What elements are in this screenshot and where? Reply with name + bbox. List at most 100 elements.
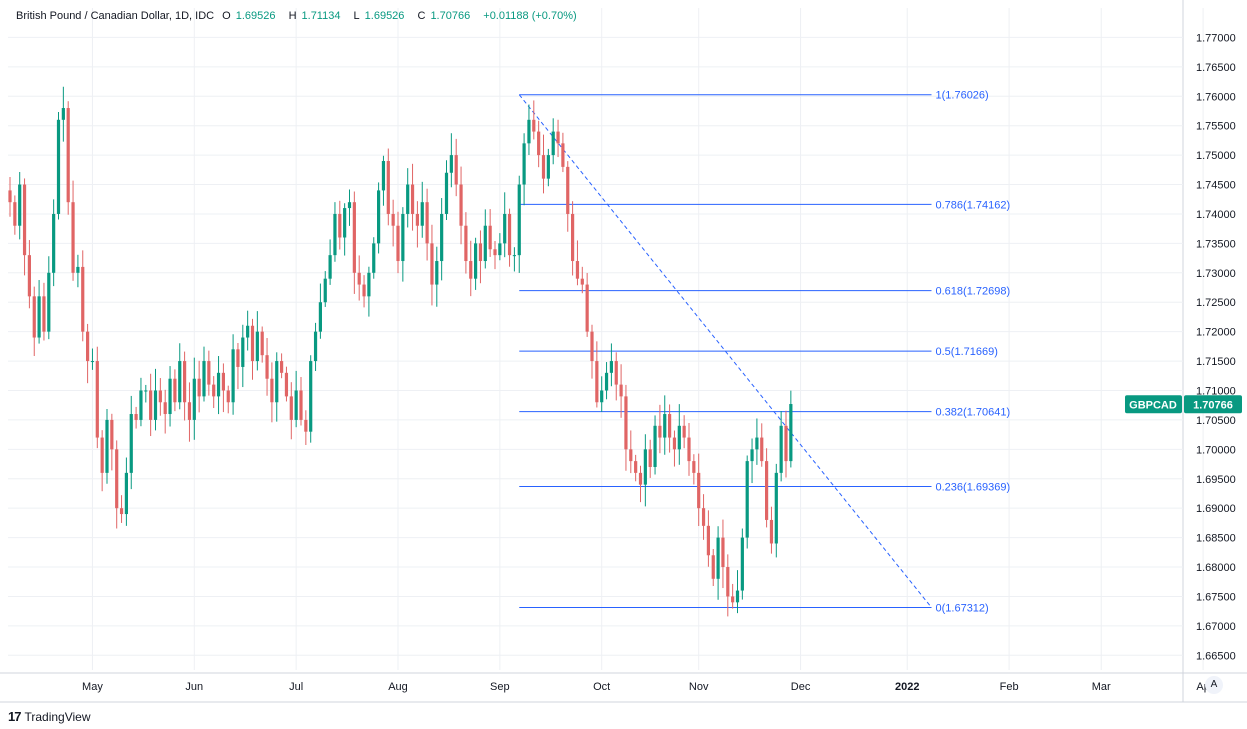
candle (551, 118, 555, 165)
candle-body (498, 243, 502, 256)
candle-body (76, 266, 80, 273)
time-axis[interactable]: May Jun Jul Aug Sep Oct Nov Dec 2022 Feb Mar Ap (82, 681, 1210, 693)
candle-body (216, 372, 221, 397)
candle (493, 241, 497, 270)
candle-body (8, 190, 12, 203)
candle (624, 384, 628, 471)
candle-body (42, 296, 46, 332)
candle (731, 583, 735, 609)
candle (333, 202, 337, 262)
candle-body (367, 272, 371, 297)
candle-body (604, 372, 609, 391)
candle (721, 519, 725, 589)
candle (701, 494, 706, 540)
price-tick-label: 1.70000 (1196, 444, 1236, 456)
candle-body (323, 278, 327, 303)
candle-body (760, 437, 764, 462)
candle (139, 377, 143, 427)
candle (318, 283, 322, 339)
candle-body (270, 378, 274, 403)
candle-body (580, 278, 584, 285)
candle-body (701, 508, 706, 526)
candle (469, 240, 473, 297)
time-tick-label: Mar (1092, 681, 1111, 693)
fibonacci-retracement[interactable]: 1(1.76026) 0.786(1.74162) 0.618(1.72698) 0.… (518, 90, 1011, 615)
tradingview-branding[interactable]: 17 TradingView (8, 709, 91, 724)
candle (71, 180, 75, 281)
candle (183, 351, 187, 421)
candle (697, 453, 701, 527)
price-tags: GBPCAD 1.70766 (1125, 395, 1242, 414)
price-axis[interactable]: 1.77000 1.76500 1.76000 1.75500 1.75000 1.745… (1196, 32, 1236, 662)
fib-trend-line[interactable] (518, 94, 932, 608)
candle-body (357, 272, 361, 285)
candle (13, 195, 17, 235)
candle (677, 404, 681, 465)
candle (391, 199, 395, 247)
candle-body (149, 390, 153, 420)
candle (401, 207, 405, 282)
price-tick-label: 1.72000 (1196, 327, 1236, 339)
price-tick-label: 1.77000 (1196, 32, 1236, 44)
candle-body (178, 361, 182, 403)
symbol-legend: British Pound / Canadian Dollar, 1D, IDC… (16, 10, 582, 22)
candle-body (677, 425, 681, 450)
time-tick-label: 2022 (895, 681, 919, 693)
time-tick-label: Jul (289, 681, 303, 693)
candle-body (37, 296, 41, 338)
candle (275, 352, 279, 422)
candle (377, 182, 381, 254)
candle-body (600, 390, 604, 403)
candle (323, 271, 327, 307)
candle (561, 132, 565, 173)
time-tick-label: Oct (593, 681, 610, 693)
candle (745, 455, 749, 549)
candle (119, 495, 124, 523)
candle-body (294, 390, 298, 420)
candle (687, 423, 691, 476)
fib-level-label: 1(1.76026) (936, 90, 989, 102)
candle-body (478, 243, 483, 262)
candle (420, 181, 424, 238)
candle (604, 362, 609, 400)
time-tick-label: Sep (490, 681, 510, 693)
low-value: 1.69526 (364, 10, 405, 22)
candle (425, 188, 429, 261)
candle (658, 404, 662, 454)
candle (440, 198, 444, 281)
candle-body (139, 390, 143, 420)
candle (566, 161, 570, 232)
candle (740, 528, 744, 600)
candle (367, 266, 371, 317)
candle (47, 256, 51, 340)
candle-body (372, 243, 376, 273)
candle (270, 362, 274, 423)
candle-body (105, 419, 109, 473)
candle-body (265, 355, 269, 379)
candle (706, 510, 710, 567)
candle (352, 191, 356, 294)
candle-body (280, 361, 284, 373)
candle (735, 570, 740, 614)
candle-body (614, 361, 618, 385)
auto-scale-button[interactable]: A (1205, 676, 1223, 694)
candle (716, 526, 720, 600)
candle (571, 201, 575, 276)
candle-body (309, 361, 313, 432)
candle-body (246, 325, 250, 338)
candle (153, 368, 158, 431)
fib-level-label: 0.236(1.69369) (936, 481, 1011, 493)
candle-body (663, 414, 667, 438)
time-tick-label: Aug (388, 681, 408, 693)
time-tick-label: Jun (185, 681, 203, 693)
candle (410, 163, 415, 231)
candle-body (556, 131, 560, 144)
candle (202, 346, 206, 402)
candle (309, 355, 313, 443)
last-price-label: 1.70766 (1193, 399, 1233, 411)
candle-body (735, 590, 740, 603)
candle (343, 203, 347, 256)
candle-body (624, 396, 628, 450)
candle (231, 334, 235, 415)
